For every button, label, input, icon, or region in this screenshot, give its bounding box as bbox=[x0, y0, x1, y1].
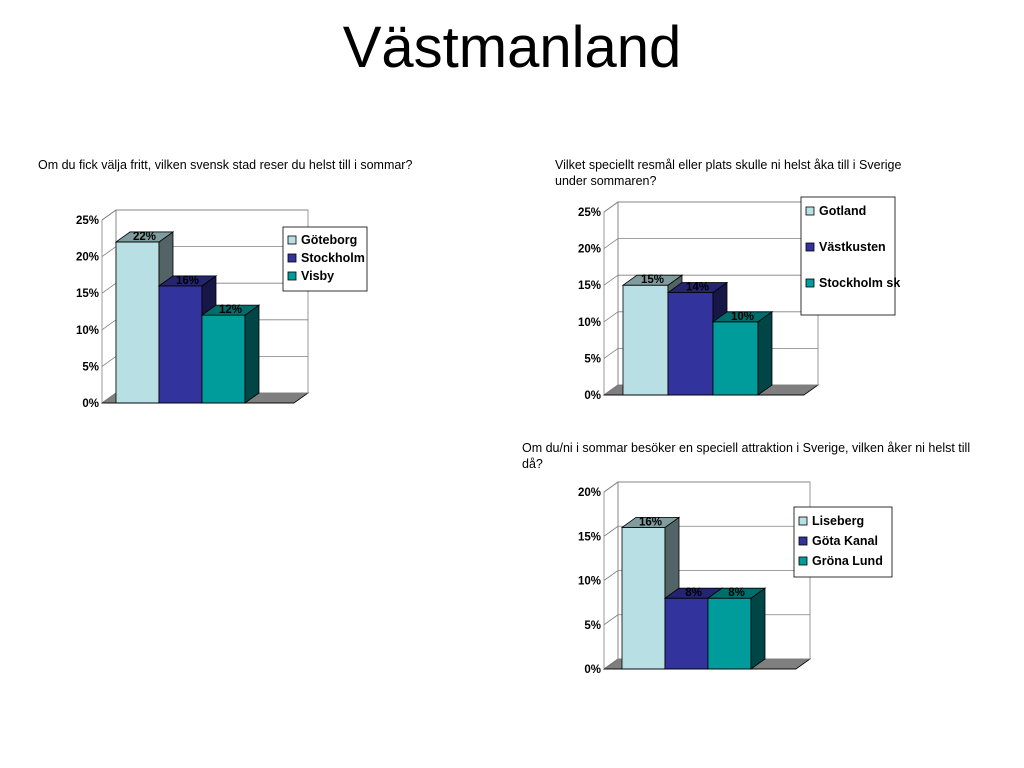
legend-swatch bbox=[805, 206, 815, 216]
bar-2-top bbox=[666, 282, 729, 293]
gridline-depth bbox=[603, 274, 619, 286]
gridline-depth bbox=[603, 570, 619, 581]
gridline-depth bbox=[603, 311, 619, 323]
y-tick-label: 15% bbox=[578, 280, 601, 292]
bar-1-top bbox=[621, 274, 684, 286]
data-label: 12% bbox=[219, 304, 242, 316]
legend bbox=[282, 226, 368, 292]
gridline-depth bbox=[101, 246, 117, 257]
bar-3-side bbox=[757, 311, 773, 396]
legend-label: Göta Kanal bbox=[812, 534, 878, 548]
y-tick-label: 5% bbox=[584, 353, 601, 365]
legend-swatch bbox=[798, 516, 808, 526]
chart-side-wall bbox=[603, 481, 619, 670]
bar-1-top bbox=[620, 517, 681, 528]
data-label: 16% bbox=[176, 275, 199, 287]
chart-3: 0% 5% 10% 15% 20% 16% 8% 8% Liseberg Göta Kanal Gr… bbox=[578, 481, 893, 676]
data-label: 22% bbox=[133, 231, 156, 243]
bar-3 bbox=[707, 597, 752, 670]
data-label: 8% bbox=[685, 587, 702, 599]
legend-label: Gotland bbox=[819, 204, 866, 218]
bar-1-top bbox=[114, 231, 175, 243]
legend-swatch bbox=[287, 235, 297, 245]
y-tick-label: 5% bbox=[584, 620, 601, 632]
gridline-depth bbox=[603, 525, 619, 537]
legend-label: Gröna Lund bbox=[812, 554, 883, 568]
data-label: 8% bbox=[728, 587, 745, 599]
y-tick-label: 0% bbox=[82, 398, 99, 410]
chart-2-question: Vilket speciellt resmål eller plats skul… bbox=[555, 158, 902, 188]
chart-2: 0% 5% 10% 15% 20% 25% 15% 14% 10% Gotland Västkust… bbox=[578, 196, 900, 402]
y-tick-label: 25% bbox=[578, 207, 601, 219]
y-tick-label: 10% bbox=[578, 576, 601, 588]
slide-title: Västmanland bbox=[342, 15, 682, 80]
legend-swatch bbox=[805, 278, 815, 288]
y-tick-label: 15% bbox=[578, 531, 601, 543]
legend-swatch bbox=[798, 536, 808, 546]
bar-1 bbox=[622, 284, 669, 396]
bar-3-top bbox=[706, 587, 767, 599]
gridline-depth bbox=[101, 282, 117, 294]
bar-2 bbox=[158, 285, 203, 404]
bar-3 bbox=[201, 314, 246, 404]
legend-label: Göteborg bbox=[301, 233, 357, 247]
legend-label: Liseberg bbox=[812, 514, 864, 528]
y-tick-label: 20% bbox=[578, 244, 601, 256]
bar-1 bbox=[115, 241, 160, 404]
legend-swatch bbox=[287, 253, 297, 263]
legend-label: Stockholm skärgård bbox=[819, 276, 900, 290]
legend-label: Västkusten bbox=[819, 240, 886, 254]
bar-2-top bbox=[157, 275, 218, 287]
gridline-depth bbox=[101, 319, 117, 331]
chart-1-question: Om du fick välja fritt, vilken svensk st… bbox=[38, 158, 413, 172]
bar-3 bbox=[712, 321, 759, 396]
legend bbox=[800, 196, 896, 316]
legend-label: Visby bbox=[301, 269, 334, 283]
y-tick-label: 5% bbox=[82, 361, 99, 373]
bar-3-top bbox=[200, 304, 261, 316]
data-label: 14% bbox=[686, 282, 709, 294]
y-tick-label: 15% bbox=[76, 288, 99, 300]
chart-3-question: Om du/ni i sommar besöker en speciell at… bbox=[522, 441, 971, 471]
bar-3-top bbox=[711, 311, 774, 323]
y-tick-label: 25% bbox=[76, 215, 99, 227]
y-tick-label: 20% bbox=[76, 252, 99, 264]
legend bbox=[793, 506, 893, 578]
chart-1: 0% 5% 10% 15% 20% 25% 22% 16% 12% Göteborg Stockho… bbox=[76, 209, 368, 410]
bar-2 bbox=[667, 292, 714, 396]
data-label: 10% bbox=[731, 311, 754, 323]
gridline-depth bbox=[603, 238, 619, 249]
gridline-depth bbox=[603, 348, 619, 359]
bar-3-side bbox=[750, 587, 766, 670]
legend-swatch bbox=[287, 271, 297, 281]
bar-3-side bbox=[244, 304, 260, 404]
chart-side-wall bbox=[101, 209, 117, 404]
legend-swatch bbox=[798, 556, 808, 566]
y-tick-label: 0% bbox=[584, 390, 601, 402]
bar-2 bbox=[664, 597, 709, 670]
y-tick-label: 0% bbox=[584, 664, 601, 676]
gridline-depth bbox=[603, 614, 619, 626]
bar-1 bbox=[621, 527, 666, 670]
y-tick-label: 10% bbox=[578, 317, 601, 329]
data-label: 16% bbox=[639, 516, 662, 528]
legend-label: Stockholm bbox=[301, 251, 365, 265]
data-label: 15% bbox=[641, 274, 664, 286]
y-tick-label: 20% bbox=[578, 487, 601, 499]
gridline-depth bbox=[101, 356, 117, 367]
chart-side-wall bbox=[603, 201, 619, 396]
y-tick-label: 10% bbox=[76, 325, 99, 337]
legend-swatch bbox=[805, 242, 815, 252]
